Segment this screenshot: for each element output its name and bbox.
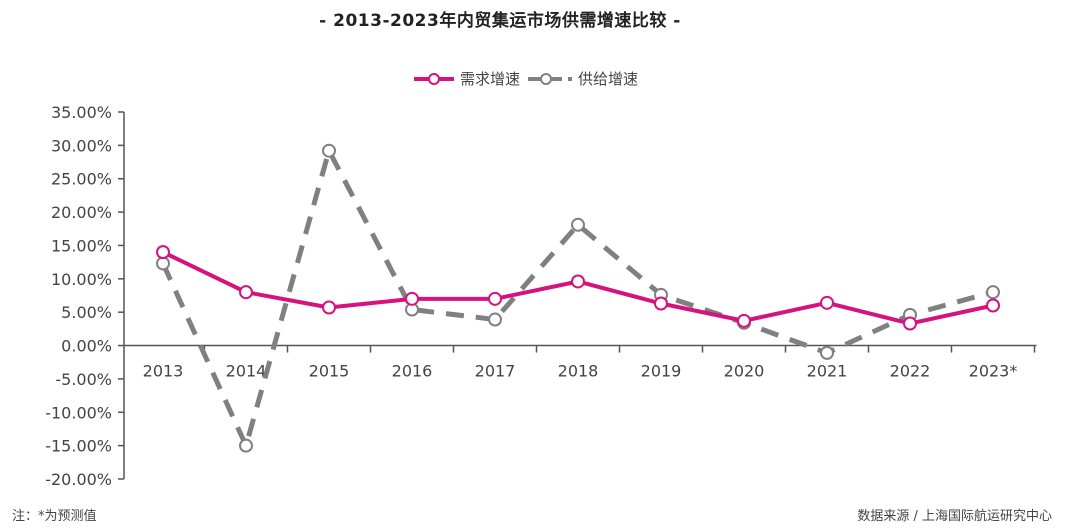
supply-data-point xyxy=(239,438,253,453)
x-tick-label: 2022 xyxy=(890,362,931,381)
x-tick-label: 2016 xyxy=(392,362,433,381)
x-tick-label: 2023* xyxy=(969,362,1018,381)
x-tick-label: 2018 xyxy=(558,362,599,381)
footnote: 注：*为预测值 xyxy=(12,509,97,524)
y-tick-label: 15.00% xyxy=(51,236,112,255)
y-tick-label: 25.00% xyxy=(51,170,112,189)
line-chart-plot: 35.00% 30.00% 25.00% 20.00% 15.00% 10.00% 5.00… xyxy=(45,103,1037,489)
supply-growth-line xyxy=(160,148,994,449)
y-tick-label: 20.00% xyxy=(51,203,112,222)
x-axis: 2013 2014 2015 2016 2017 2018 2019 2020 2021 2022… xyxy=(124,344,1037,381)
y-tick-label: 5.00% xyxy=(61,303,112,322)
demand-data-point xyxy=(322,300,336,315)
supply-data-point xyxy=(488,312,502,327)
supply-data-point xyxy=(322,143,336,158)
legend-label-supply: 供给增速 xyxy=(578,70,639,88)
x-tick-label: 2021 xyxy=(807,362,848,381)
demand-data-point xyxy=(737,313,751,328)
x-tick-label: 2017 xyxy=(475,362,516,381)
y-tick-label: -10.00% xyxy=(45,403,112,422)
supply-data-point xyxy=(156,256,170,271)
demand-line-marker-icon xyxy=(414,72,454,85)
y-tick-label: 35.00% xyxy=(51,103,112,122)
demand-data-point xyxy=(488,291,502,306)
supply-data-point xyxy=(571,217,585,232)
chart-legend: 需求增速 供给增速 xyxy=(412,68,638,89)
x-tick-label: 2020 xyxy=(724,362,765,381)
x-tick-label: 2013 xyxy=(143,362,184,381)
y-tick-label: 0.00% xyxy=(61,337,112,356)
demand-data-point xyxy=(405,291,419,306)
demand-data-point xyxy=(903,316,917,331)
demand-data-point xyxy=(239,285,253,300)
demand-data-point xyxy=(820,295,834,310)
x-tick-label: 2014 xyxy=(226,362,267,381)
legend-label-demand: 需求增速 xyxy=(460,70,521,88)
supply-data-point xyxy=(820,345,834,360)
legend-item-demand: 需求增速 xyxy=(412,68,520,89)
y-tick-label: -20.00% xyxy=(45,470,112,489)
y-axis: 35.00% 30.00% 25.00% 20.00% 15.00% 10.00% 5.00… xyxy=(45,103,125,489)
x-tick-label: 2019 xyxy=(641,362,682,381)
demand-data-point xyxy=(571,274,585,289)
y-tick-label: -15.00% xyxy=(45,437,112,456)
supply-data-point xyxy=(986,285,1000,300)
chart-series xyxy=(156,143,1000,453)
y-tick-label: 10.00% xyxy=(51,270,112,289)
y-tick-label: -5.00% xyxy=(55,370,112,389)
supply-line-marker-icon xyxy=(528,72,573,85)
demand-data-point xyxy=(654,296,668,311)
y-tick-label: 30.00% xyxy=(51,136,112,155)
demand-data-point xyxy=(986,298,1000,313)
chart-title: - 2013-2023年内贸集运市场供需增速比较 - xyxy=(319,11,681,31)
data-source: 数据来源 / 上海国际航运研究中心 xyxy=(857,509,1052,524)
demand-data-point xyxy=(156,245,170,260)
legend-item-supply: 供给增速 xyxy=(526,68,638,89)
x-tick-label: 2015 xyxy=(309,362,350,381)
